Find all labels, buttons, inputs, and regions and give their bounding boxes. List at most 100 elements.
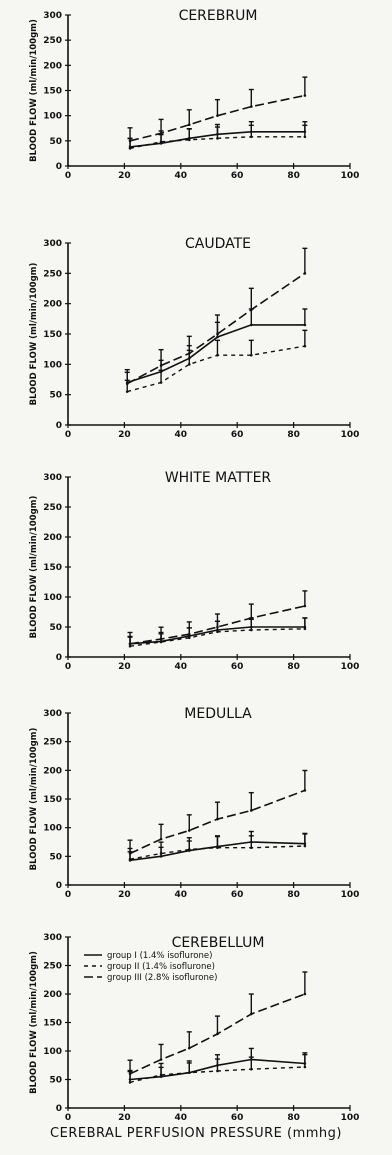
data-point bbox=[216, 1032, 219, 1036]
y-tick-label: 200 bbox=[43, 766, 62, 776]
x-tick-label: 20 bbox=[118, 171, 131, 181]
legend-entry: group II (1.4% isoflurone) bbox=[107, 962, 215, 972]
data-point bbox=[187, 123, 191, 127]
x-tick-label: 80 bbox=[287, 662, 300, 672]
data-point bbox=[303, 272, 307, 275]
y-tick-label: 0 bbox=[56, 1104, 62, 1114]
series-line bbox=[129, 628, 305, 647]
data-point bbox=[159, 640, 163, 644]
x-axis-label: CEREBRAL PERFUSION PRESSURE (mmhg) bbox=[50, 1126, 342, 1141]
x-tick-label: 60 bbox=[231, 171, 244, 181]
chart-title: CEREBELLUM bbox=[172, 935, 265, 951]
data-point bbox=[303, 789, 307, 792]
data-point bbox=[159, 381, 163, 384]
data-point bbox=[303, 135, 307, 139]
y-axis-label: BLOOD FLOW (ml/min/100gm) bbox=[29, 495, 39, 638]
data-point bbox=[216, 332, 219, 336]
data-point bbox=[159, 852, 163, 855]
data-point bbox=[159, 364, 163, 367]
y-tick-label: 150 bbox=[43, 795, 62, 805]
series-line bbox=[129, 626, 305, 645]
y-tick-label: 250 bbox=[43, 962, 62, 972]
y-tick-label: 150 bbox=[43, 563, 62, 573]
series-line bbox=[129, 845, 305, 860]
y-tick-label: 100 bbox=[43, 360, 62, 370]
x-tick-label: 80 bbox=[287, 1113, 300, 1123]
data-point bbox=[216, 817, 219, 821]
chart-title: WHITE MATTER bbox=[165, 470, 272, 486]
y-tick-label: 150 bbox=[43, 330, 62, 340]
y-tick-label: 200 bbox=[43, 990, 62, 1000]
data-point bbox=[187, 352, 191, 355]
x-tick-label: 100 bbox=[341, 662, 360, 672]
data-point bbox=[187, 1071, 191, 1074]
series-line bbox=[129, 789, 306, 855]
x-tick-label: 100 bbox=[341, 1113, 360, 1123]
series-line bbox=[127, 345, 306, 393]
data-point bbox=[128, 147, 132, 150]
x-tick-label: 20 bbox=[118, 1113, 131, 1123]
data-point bbox=[250, 323, 253, 327]
x-tick-label: 60 bbox=[231, 662, 244, 672]
chart-title: CEREBRUM bbox=[179, 8, 258, 24]
data-point bbox=[250, 846, 253, 850]
data-point bbox=[159, 855, 163, 858]
data-point bbox=[216, 846, 219, 850]
data-point bbox=[303, 1065, 307, 1069]
data-point bbox=[216, 335, 219, 339]
y-tick-label: 150 bbox=[43, 87, 62, 97]
x-tick-label: 0 bbox=[65, 662, 71, 672]
x-tick-label: 40 bbox=[175, 430, 188, 440]
y-tick-label: 100 bbox=[43, 824, 62, 834]
series-line bbox=[129, 131, 305, 148]
y-tick-label: 50 bbox=[49, 623, 62, 633]
y-tick-label: 300 bbox=[43, 11, 62, 21]
x-tick-label: 20 bbox=[118, 662, 131, 672]
x-tick-label: 80 bbox=[287, 430, 300, 440]
data-point bbox=[125, 390, 129, 393]
y-tick-label: 100 bbox=[43, 112, 62, 122]
y-axis-label: BLOOD FLOW (ml/min/100gm) bbox=[29, 727, 39, 870]
data-point bbox=[128, 139, 132, 143]
data-point bbox=[216, 114, 219, 117]
data-point bbox=[250, 616, 253, 620]
x-tick-label: 40 bbox=[175, 1113, 188, 1123]
x-tick-label: 40 bbox=[175, 890, 188, 900]
y-tick-label: 50 bbox=[49, 852, 62, 862]
data-point bbox=[250, 1067, 253, 1071]
data-point bbox=[250, 1012, 253, 1016]
data-point bbox=[216, 625, 219, 629]
y-tick-label: 0 bbox=[56, 881, 62, 891]
y-axis-label: BLOOD FLOW (ml/min/100gm) bbox=[29, 951, 39, 1094]
data-point bbox=[303, 604, 307, 608]
x-tick-label: 0 bbox=[65, 1113, 71, 1123]
data-point bbox=[187, 636, 191, 640]
data-point bbox=[159, 131, 163, 135]
series-line bbox=[126, 272, 306, 385]
series-line bbox=[126, 324, 305, 384]
data-point bbox=[128, 1081, 132, 1084]
data-point bbox=[187, 363, 191, 366]
x-tick-label: 20 bbox=[118, 430, 131, 440]
y-tick-label: 200 bbox=[43, 533, 62, 543]
y-axis-label: BLOOD FLOW (ml/min/100gm) bbox=[29, 262, 39, 405]
data-point bbox=[216, 630, 219, 634]
y-tick-label: 50 bbox=[49, 1076, 62, 1086]
x-tick-label: 100 bbox=[341, 171, 360, 181]
data-point bbox=[187, 632, 191, 636]
data-point bbox=[250, 628, 253, 632]
data-point bbox=[250, 809, 253, 812]
data-point bbox=[128, 1072, 132, 1076]
y-tick-label: 50 bbox=[49, 391, 62, 401]
series-line bbox=[129, 1066, 305, 1083]
data-point bbox=[303, 627, 307, 631]
data-point bbox=[187, 1046, 191, 1050]
series-line bbox=[129, 993, 306, 1075]
y-tick-label: 100 bbox=[43, 593, 62, 603]
x-tick-label: 60 bbox=[231, 890, 244, 900]
data-point bbox=[216, 1069, 219, 1073]
data-point bbox=[128, 642, 132, 646]
x-tick-label: 100 bbox=[341, 430, 360, 440]
